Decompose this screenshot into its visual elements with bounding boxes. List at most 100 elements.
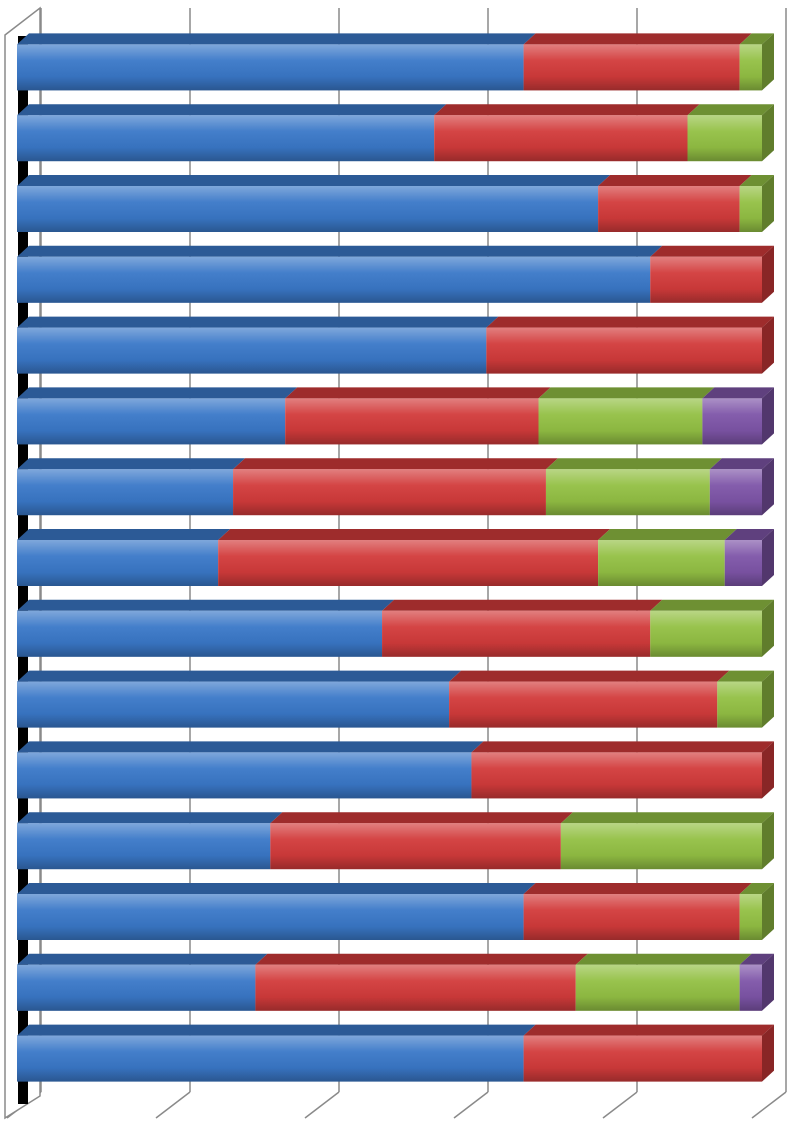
bar-segment: [17, 741, 484, 799]
bar-segment: [17, 458, 246, 516]
bar-end-face: [762, 741, 774, 799]
bar-top-face: [717, 670, 774, 682]
bar-top-face: [523, 1024, 774, 1036]
bar-top-face: [17, 599, 395, 611]
bar-end-face: [762, 670, 774, 728]
bar-top-face: [17, 883, 536, 894]
bar-end-face: [762, 529, 774, 586]
bar-top-face: [285, 387, 551, 399]
bar-segment: [17, 245, 663, 303]
bar-top-face: [17, 1024, 536, 1036]
bar-segment: [717, 670, 774, 728]
bar-top-face: [17, 104, 447, 116]
floor-gridline: [453, 1091, 489, 1119]
bar-top-face: [17, 175, 611, 186]
bar-segment: [270, 812, 573, 870]
bar-top-face: [17, 529, 231, 540]
floor-gridline: [304, 1091, 340, 1119]
bar-segment: [650, 245, 774, 303]
bar-top-face: [449, 670, 730, 682]
bar-top-face: [17, 458, 246, 470]
bar-end-face: [762, 316, 774, 374]
bar-end-face: [762, 175, 774, 232]
bar-segment: [17, 883, 536, 940]
bar-top-face: [17, 741, 484, 753]
bar-segment: [17, 387, 298, 445]
bars: [17, 33, 774, 1082]
bar-segment: [739, 33, 774, 91]
bar-segment: [739, 175, 774, 232]
bar-top-face: [17, 245, 663, 257]
bar-segment: [17, 316, 499, 374]
bar-top-face: [434, 104, 700, 116]
bar-segment: [560, 812, 774, 870]
bar-top-face: [739, 33, 774, 45]
bar-segment: [285, 387, 551, 445]
bar-segment: [17, 175, 611, 232]
bar-top-face: [218, 529, 611, 540]
bar-segment: [650, 599, 774, 657]
bar-top-face: [545, 458, 722, 470]
bar-segment: [739, 953, 774, 1011]
bar-segment: [17, 33, 536, 91]
bar-top-face: [471, 741, 774, 753]
bar-end-face: [762, 245, 774, 303]
bar-end-face: [762, 387, 774, 445]
bar-segment: [382, 599, 663, 657]
bar-segment: [17, 670, 462, 728]
bar-segment: [739, 883, 774, 940]
bar-segment: [687, 104, 774, 162]
bar-end-face: [762, 104, 774, 162]
bar-segment: [17, 953, 268, 1011]
bar-top-face: [523, 33, 752, 45]
bar-segment: [724, 529, 774, 586]
bar-segment: [598, 529, 737, 586]
bar-top-face: [233, 458, 558, 470]
bar-segment: [486, 316, 774, 374]
bar-top-face: [538, 387, 715, 399]
bar-top-face: [702, 387, 774, 399]
bar-segment: [523, 883, 752, 940]
bar-segment: [709, 458, 774, 516]
bar-segment: [17, 104, 447, 162]
bar-segment: [523, 1024, 774, 1082]
floor-gridline: [751, 1091, 787, 1119]
bar-segment: [471, 741, 774, 799]
bar-top-face: [17, 670, 462, 682]
bar-top-face: [598, 175, 752, 186]
bar-segment: [17, 812, 283, 870]
bar-segment: [218, 529, 611, 586]
bar-top-face: [17, 812, 283, 824]
bar-top-face: [709, 458, 774, 470]
bar-end-face: [762, 1024, 774, 1082]
bar-top-face: [255, 953, 588, 965]
bar-top-face: [739, 953, 774, 965]
bar-segment: [233, 458, 558, 516]
bar-segment: [434, 104, 700, 162]
floor-gridline: [155, 1091, 191, 1119]
bar-top-face: [650, 245, 774, 257]
bar-end-face: [762, 883, 774, 940]
bar-segment: [449, 670, 730, 728]
bar-top-face: [382, 599, 663, 611]
bar-top-face: [687, 104, 774, 116]
bar-segment: [17, 529, 231, 586]
floor-gridline: [602, 1091, 638, 1119]
bar-top-face: [724, 529, 774, 540]
bar-end-face: [762, 599, 774, 657]
bar-top-face: [598, 529, 737, 540]
bar-top-face: [739, 175, 774, 186]
bar-segment: [523, 33, 752, 91]
bar-segment: [17, 599, 395, 657]
bar-top-face: [739, 883, 774, 894]
bar-segment: [538, 387, 715, 445]
bar-top-face: [270, 812, 573, 824]
bar-end-face: [762, 953, 774, 1011]
bar-top-face: [650, 599, 774, 611]
bar-top-face: [523, 883, 752, 894]
bar-top-face: [575, 953, 752, 965]
bar-top-face: [17, 316, 499, 328]
bar-top-face: [17, 953, 268, 965]
bar-end-face: [762, 33, 774, 91]
